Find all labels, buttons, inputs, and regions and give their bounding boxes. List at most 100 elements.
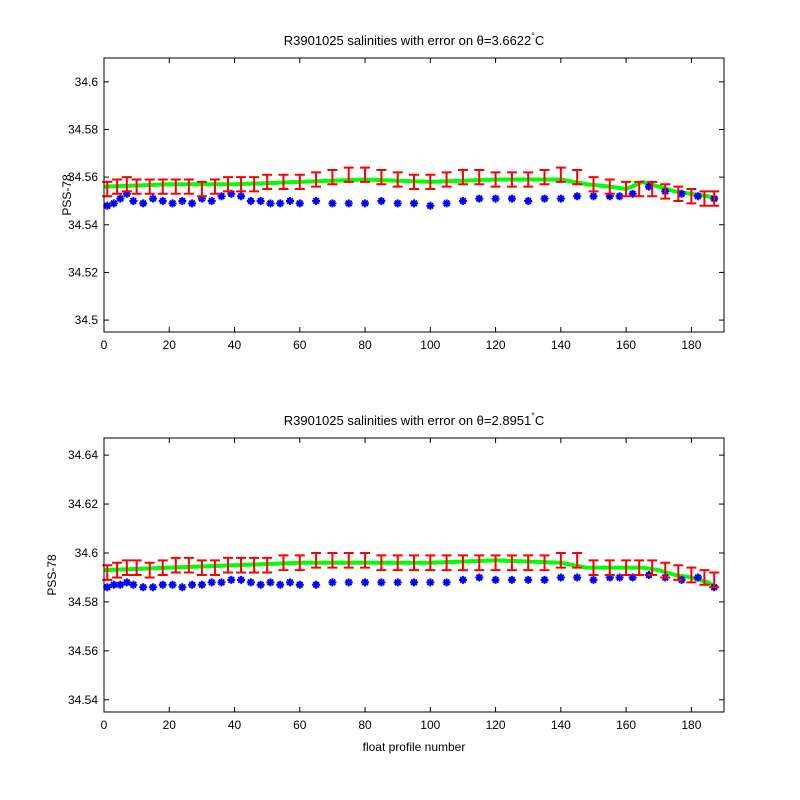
bottom-raw-salinity-point [122,578,131,587]
top-raw-salinity-point [158,196,167,205]
bottom-x-tick-label: 180 [681,718,701,732]
top-calibrated-salinity-errorbar [673,185,684,202]
top-raw-salinity-point [256,196,265,205]
top-raw-salinity-point [207,196,216,205]
bottom-calibrated-salinity-errorbar [588,559,599,576]
bottom-raw-salinity-point [410,578,418,587]
bottom-calibrated-salinity-errorbar [621,559,632,576]
bottom-raw-salinity-point [148,583,157,592]
bottom-y-axis-label: PSS-78 [45,554,59,596]
bottom-calibrated-salinity-errorbar [506,554,517,572]
bottom-raw-salinity-point [426,578,435,587]
bottom-calibrated-salinity-errorbar [490,554,501,572]
top-calibrated-salinity-errorbar [196,180,207,198]
top-y-axis-label: PSS-78 [60,174,74,216]
bottom-y-tick-label: 34.6 [75,546,99,560]
bottom-x-tick-label: 160 [616,718,636,732]
top-raw-salinity-point [426,201,435,210]
bottom-x-tick-label: 120 [486,718,506,732]
top-calibrated-salinity-errorbar [360,166,371,183]
top-raw-salinity-point [361,199,370,208]
bottom-raw-salinity-point [377,578,386,587]
bottom-calibrated-salinity-errorbar [474,554,485,572]
bottom-x-tick-label: 140 [551,718,571,732]
top-y-tick-label: 34.54 [68,218,98,232]
top-raw-salinity-point [556,194,565,203]
top-raw-salinity-point [227,189,236,198]
top-y-tick-label: 34.6 [75,75,99,89]
top-raw-salinity-point [615,192,624,201]
bottom-raw-salinity-point [207,578,216,587]
bottom-calibrated-salinity-errorbar [634,559,645,576]
bottom-calibrated-salinity-errorbar [157,559,168,576]
bottom-y-tick-label: 34.56 [68,644,98,658]
bottom-calibrated-salinity-errorbar [604,559,615,576]
bottom-calibrated-salinity-errorbar [392,554,403,572]
top-raw-salinity-point [109,199,118,208]
top-x-tick-label: 80 [358,338,372,352]
bottom-raw-salinity-point [158,580,167,589]
bottom-calibrated-salinity-errorbar [262,556,273,574]
top-raw-salinity-point [377,196,386,205]
bottom-raw-salinity-point [178,583,187,592]
top-calibrated-salinity-errorbar [311,171,322,188]
top-calibrated-salinity-errorbar [144,178,155,195]
top-x-tick-label: 180 [681,338,701,352]
bottom-calibrated-salinity-errorbar [294,554,305,572]
bottom-raw-salinity-point [540,575,549,584]
top-calibrated-salinity-errorbar [121,176,132,193]
bottom-raw-salinity-point [475,573,484,582]
top-calibrated-salinity-errorbar [343,166,354,183]
bottom-calibrated-salinity-errorbar [196,559,207,576]
bottom-mapped-salinity-line [103,558,719,590]
bottom-raw-salinity-point [266,578,275,587]
bottom-raw-salinity-point [507,575,516,584]
bottom-y-tick-label: 34.62 [68,497,98,511]
bottom-raw-salinity-point [556,573,565,582]
top-raw-salinity-point [237,192,246,201]
bottom-calibrated-salinity-errorbar [278,554,289,572]
top-calibrated-salinity-errorbar [647,180,658,198]
top-raw-salinity-point [589,192,598,201]
bottom-raw-salinity-point [246,578,255,587]
top-raw-salinity-point [197,194,206,203]
bottom-calibrated-salinity-errorbar [170,556,181,574]
bottom-calibrated-salinity-errorbar [343,551,354,569]
bottom-calibrated-salinity-errorbar [131,559,142,576]
bottom-raw-salinity-point [295,580,304,589]
top-raw-salinity-point [148,194,157,203]
bottom-x-tick-label: 0 [101,718,108,732]
top-raw-salinity-point [286,196,294,205]
top-raw-salinity-point [188,199,197,208]
bottom-raw-salinity-point [256,580,265,589]
bottom-raw-salinity-point [393,578,402,587]
top-calibrated-salinity-errorbar [131,178,142,195]
bottom-raw-salinity-point [361,578,370,587]
top-x-tick-label: 40 [228,338,242,352]
bottom-calibrated-salinity-errorbar [555,551,566,569]
top-y-tick-label: 34.52 [68,265,98,279]
top-chart-title: R3901025 salinities with error on θ=3.66… [284,31,545,48]
bottom-raw-salinity-point [491,575,500,584]
bottom-raw-salinity-point [168,580,177,589]
top-raw-salinity-point [312,196,321,205]
top-y-tick-label: 34.56 [68,170,98,184]
top-calibrated-salinity-errorbar [604,178,615,195]
top-x-tick-label: 100 [420,338,440,352]
bottom-calibrated-salinity-errorbar [249,556,260,574]
bottom-x-tick-label: 20 [163,718,177,732]
bottom-raw-salinity-point [197,580,206,589]
bottom-raw-salinity-point [286,578,294,587]
top-raw-salinity-point [507,194,516,203]
top-raw-salinity-point [116,194,125,203]
top-calibrated-salinity-errorbar [112,178,123,195]
top-calibrated-salinity-errorbar [441,171,452,188]
top-raw-salinity-point [122,189,131,198]
bottom-chart-title: R3901025 salinities with error on θ=2.89… [284,411,545,428]
top-raw-salinity-point [491,194,500,203]
bottom-calibrated-salinity-errorbar [441,554,452,572]
top-y-tick-label: 34.58 [68,122,98,136]
bottom-calibrated-salinity-errorbar [209,559,220,576]
bottom-raw-salinity-point [573,573,582,582]
bottom-y-tick-label: 34.58 [68,595,98,609]
